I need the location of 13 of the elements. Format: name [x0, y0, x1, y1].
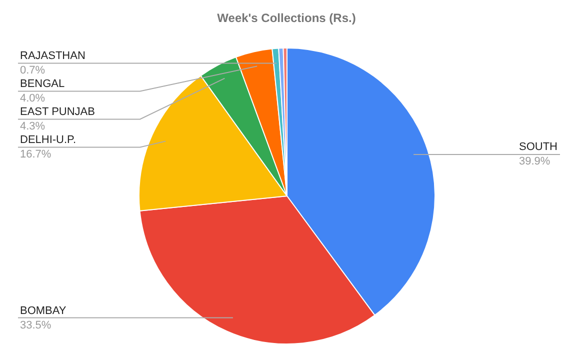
- data-label: 0.7%: [20, 64, 46, 76]
- data-label: 4.3%: [20, 120, 46, 132]
- data-label: 39.9%: [519, 155, 550, 168]
- data-label: 4.0%: [20, 92, 46, 104]
- slice-label: SOUTH: [519, 141, 558, 153]
- slice-label: EAST PUNJAB: [20, 106, 95, 118]
- slice-label: RAJASTHAN: [20, 50, 86, 62]
- data-label: 33.5%: [20, 319, 52, 332]
- slice-label: DELHI-U.P.: [20, 134, 76, 146]
- slice-label: BOMBAY: [20, 305, 67, 317]
- data-label: 16.7%: [20, 148, 52, 160]
- slice-label: BENGAL: [20, 78, 65, 90]
- chart-title: Week's Collections (Rs.): [217, 11, 356, 26]
